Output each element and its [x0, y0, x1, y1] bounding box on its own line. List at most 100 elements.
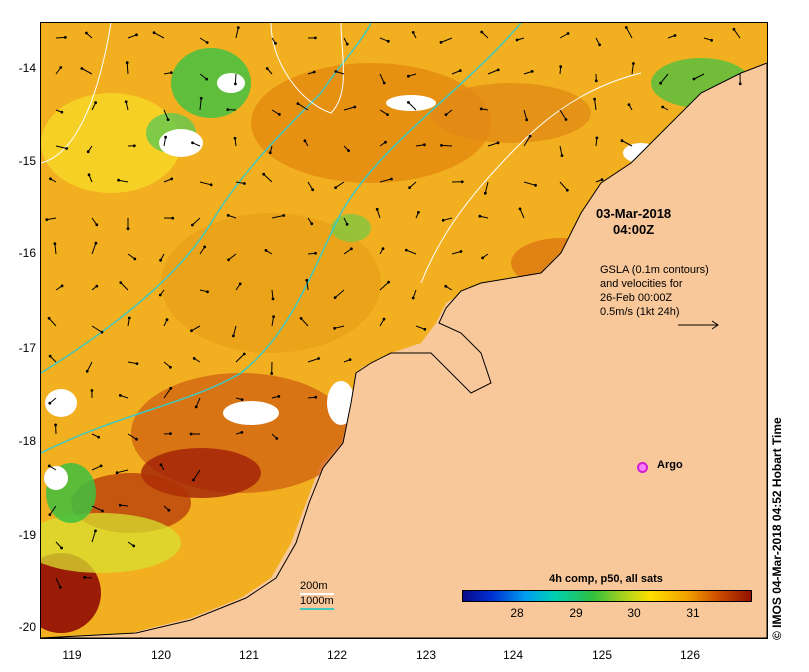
velocity-arrow-head — [199, 96, 203, 100]
velocity-arrow — [334, 289, 345, 298]
velocity-arrow — [415, 325, 425, 330]
velocity-arrow-head — [226, 108, 230, 111]
velocity-arrow-head — [53, 242, 57, 246]
velocity-arrow — [235, 27, 239, 39]
velocity-arrow — [116, 469, 129, 474]
velocity-arrow-head — [85, 369, 89, 373]
velocity-arrow — [55, 145, 67, 149]
velocity-arrow — [487, 142, 499, 147]
velocity-arrow-head — [314, 251, 317, 255]
velocity-arrow-head — [119, 281, 123, 285]
velocity-arrow-head — [530, 70, 534, 73]
velocity-arrow-head — [408, 186, 412, 190]
velocity-arrow — [559, 109, 567, 120]
velocity-arrow-head — [117, 178, 120, 182]
velocity-arrow — [192, 217, 201, 226]
velocity-arrow-head — [404, 248, 408, 252]
velocity-arrow — [343, 248, 352, 255]
velocity-arrow-head — [45, 218, 49, 222]
velocity-arrow-head — [48, 513, 52, 517]
sst-map — [41, 23, 767, 638]
velocity-arrow-head — [63, 36, 67, 39]
velocity-arrow — [163, 109, 169, 120]
velocity-arrow-head — [101, 509, 104, 513]
depth-label-1000m: 1000m — [300, 595, 334, 607]
velocity-arrow-head — [262, 172, 266, 176]
velocity-arrow-head — [460, 180, 464, 184]
velocity-arrow-head — [203, 245, 207, 249]
velocity-arrow-head — [594, 79, 598, 83]
contour-200m-c — [420, 72, 642, 284]
velocity-arrow-head — [189, 432, 193, 436]
velocity-arrow-head — [48, 354, 52, 358]
velocity-arrow — [127, 361, 138, 365]
velocity-arrow-head — [627, 103, 631, 106]
x-tick-label: 126 — [679, 648, 701, 662]
x-tick-label: 125 — [591, 648, 613, 662]
velocity-arrow-head — [133, 257, 137, 261]
velocity-arrow-head — [600, 178, 604, 182]
velocity-arrow — [443, 217, 453, 221]
velocity-arrow-head — [232, 334, 235, 338]
velocity-arrow — [199, 181, 212, 186]
velocity-arrow — [91, 465, 102, 471]
velocity-arrow-head — [282, 214, 286, 217]
velocity-arrow — [487, 69, 499, 75]
velocity-arrow-head — [411, 296, 415, 300]
depth-label-200m: 200m — [300, 580, 328, 592]
velocity-arrow-head — [209, 183, 213, 187]
velocity-arrow — [451, 251, 462, 255]
velocity-arrow-head — [265, 67, 269, 70]
velocity-arrow-head — [559, 65, 563, 68]
velocity-arrow-head — [314, 36, 317, 40]
velocity-arrow — [693, 73, 705, 80]
velocity-arrow — [126, 62, 129, 75]
velocity-arrow-head — [169, 365, 172, 369]
velocity-arrow — [153, 32, 165, 39]
y-tick-label: -16 — [18, 246, 36, 260]
velocity-arrow-head — [83, 576, 86, 579]
velocity-arrow-head — [165, 318, 169, 322]
velocity-arrow-head — [440, 144, 443, 147]
velocity-arrow-head — [534, 183, 537, 187]
velocity-arrow — [733, 29, 741, 39]
velocity-arrow — [625, 27, 633, 39]
velocity-arrow-head — [227, 258, 231, 262]
velocity-arrow-head — [423, 327, 427, 331]
velocity-arrow-head — [242, 352, 246, 356]
velocity-arrow-head — [135, 33, 138, 37]
velocity-arrow — [559, 145, 563, 156]
velocity-arrow-head — [375, 207, 379, 211]
velocity-arrow-head — [205, 41, 209, 44]
velocity-arrow-head — [345, 42, 349, 46]
velocity-arrow-head — [333, 326, 337, 330]
x-tick-label: 119 — [62, 648, 82, 662]
velocity-arrow-head — [264, 249, 268, 252]
velocity-arrow-head — [738, 82, 742, 86]
velocity-arrow — [594, 99, 597, 111]
velocity-arrow-head — [278, 113, 281, 116]
velocity-arrow-head — [439, 41, 443, 44]
velocity-arrow — [297, 103, 309, 111]
velocity-arrow-head — [58, 585, 62, 589]
velocity-arrow-head — [236, 26, 240, 29]
velocity-arrow-head — [560, 154, 564, 158]
velocity-arrow-head — [593, 97, 596, 101]
velocity-arrow-head — [100, 330, 104, 334]
velocity-arrow — [523, 181, 536, 186]
velocity-arrow-head — [95, 223, 99, 227]
velocity-arrow-head — [47, 316, 51, 320]
velocity-arrow — [55, 36, 66, 39]
velocity-arrow — [232, 325, 237, 337]
velocity-arrow-head — [441, 218, 445, 222]
velocity-arrow — [271, 109, 280, 115]
velocity-arrow-head — [65, 147, 69, 150]
velocity-arrow-head — [192, 478, 195, 482]
colorbar-title: 4h comp, p50, all sats — [549, 573, 663, 585]
velocity-arrow — [234, 73, 237, 84]
velocity-arrow-head — [334, 186, 338, 190]
velocity-arrow-head — [272, 315, 276, 319]
velocity-arrow — [415, 144, 425, 147]
velocity-arrow-head — [159, 258, 162, 262]
velocity-arrow-head — [334, 70, 338, 73]
